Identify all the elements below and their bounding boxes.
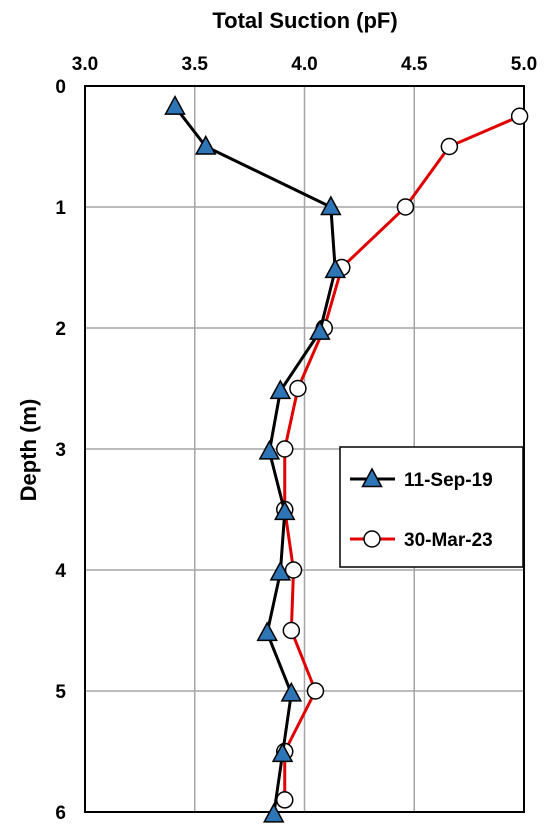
y-tick-label: 2 [55, 319, 66, 340]
data-point [273, 500, 296, 521]
plot-frame [84, 85, 525, 813]
data-point [256, 621, 278, 642]
data-point [164, 94, 186, 115]
data-point [275, 440, 294, 458]
x-tick-labels: 3.0 3.5 4.0 4.5 5.0 [72, 54, 537, 75]
data-point [258, 439, 281, 460]
data-point [306, 682, 325, 700]
y-tick-label: 0 [55, 77, 66, 98]
data-point [320, 195, 342, 216]
x-tick-label: 5.0 [511, 54, 537, 75]
legend-label: 11-Sep-19 [404, 470, 493, 491]
data-point [269, 560, 292, 581]
legend-label: 30-Mar-23 [404, 530, 493, 551]
data-point [275, 791, 294, 809]
series-layer [164, 94, 529, 823]
y-tick-label: 6 [55, 803, 66, 824]
data-point [284, 561, 303, 579]
y-tick-label: 4 [55, 561, 66, 582]
y-tick-label: 5 [55, 682, 66, 703]
data-point [271, 742, 294, 763]
data-point [280, 681, 303, 702]
data-point [309, 320, 331, 340]
legend-items: 11-Sep-19 30-Mar-23 [350, 467, 493, 551]
data-point [263, 802, 285, 823]
x-tick-label: 3.5 [182, 54, 209, 75]
legend-marker [361, 467, 383, 488]
series-line [173, 105, 337, 815]
data-point [282, 621, 301, 640]
x-tick-label: 4.0 [291, 54, 317, 75]
data-point [194, 134, 217, 155]
legend: 11-Sep-19 30-Mar-23 [339, 446, 524, 568]
y-tick-label: 1 [55, 198, 66, 219]
y-tick-label: 3 [55, 440, 66, 461]
legend-marker [363, 530, 381, 548]
x-tick-label: 4.5 [401, 54, 428, 75]
series-11-Sep-19 [164, 94, 346, 823]
data-point [510, 107, 529, 125]
data-point [396, 198, 415, 216]
data-point [440, 137, 459, 156]
data-point [289, 379, 307, 398]
x-axis-title: Total Suction (pF) [212, 8, 397, 33]
data-point [324, 258, 346, 279]
data-point [269, 379, 292, 400]
y-tick-labels: 0 1 2 3 4 5 6 [55, 77, 66, 824]
x-tick-label: 3.0 [72, 54, 98, 75]
y-axis-title: Depth (m) [16, 399, 41, 502]
